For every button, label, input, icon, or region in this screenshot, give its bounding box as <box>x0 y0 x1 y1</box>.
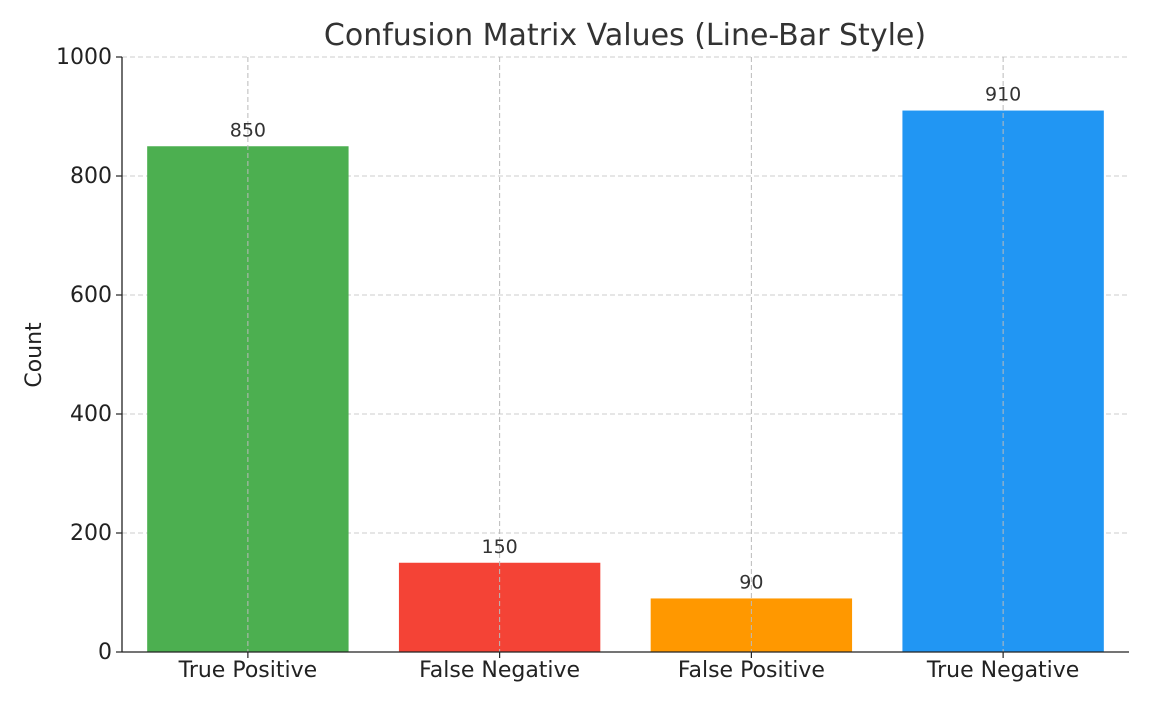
y-tick-label: 200 <box>70 521 112 546</box>
data-label: 850 <box>230 119 266 141</box>
data-label: 150 <box>481 536 517 558</box>
chart-title: Confusion Matrix Values (Line-Bar Style) <box>324 18 926 53</box>
bar <box>398 562 601 652</box>
y-tick-label: 400 <box>70 402 112 427</box>
x-tick-label: False Negative <box>419 658 580 683</box>
bars <box>147 57 1104 653</box>
y-axis-label: Count <box>22 322 47 388</box>
y-tick-label: 800 <box>70 164 112 189</box>
y-tick-label: 1000 <box>56 45 112 70</box>
bar <box>147 146 349 652</box>
axes <box>116 56 1129 658</box>
data-label: 90 <box>739 571 763 593</box>
x-tick-label: False Positive <box>678 658 825 683</box>
y-tick-label: 0 <box>98 640 112 665</box>
labels: 0 200 400 600 800 1000 True Positive False Nega… <box>56 45 1079 683</box>
y-tick-label: 600 <box>70 283 112 308</box>
x-tick-label: True Positive <box>178 658 318 683</box>
x-tick-label: True Negative <box>926 658 1079 683</box>
data-label: 910 <box>985 84 1021 106</box>
